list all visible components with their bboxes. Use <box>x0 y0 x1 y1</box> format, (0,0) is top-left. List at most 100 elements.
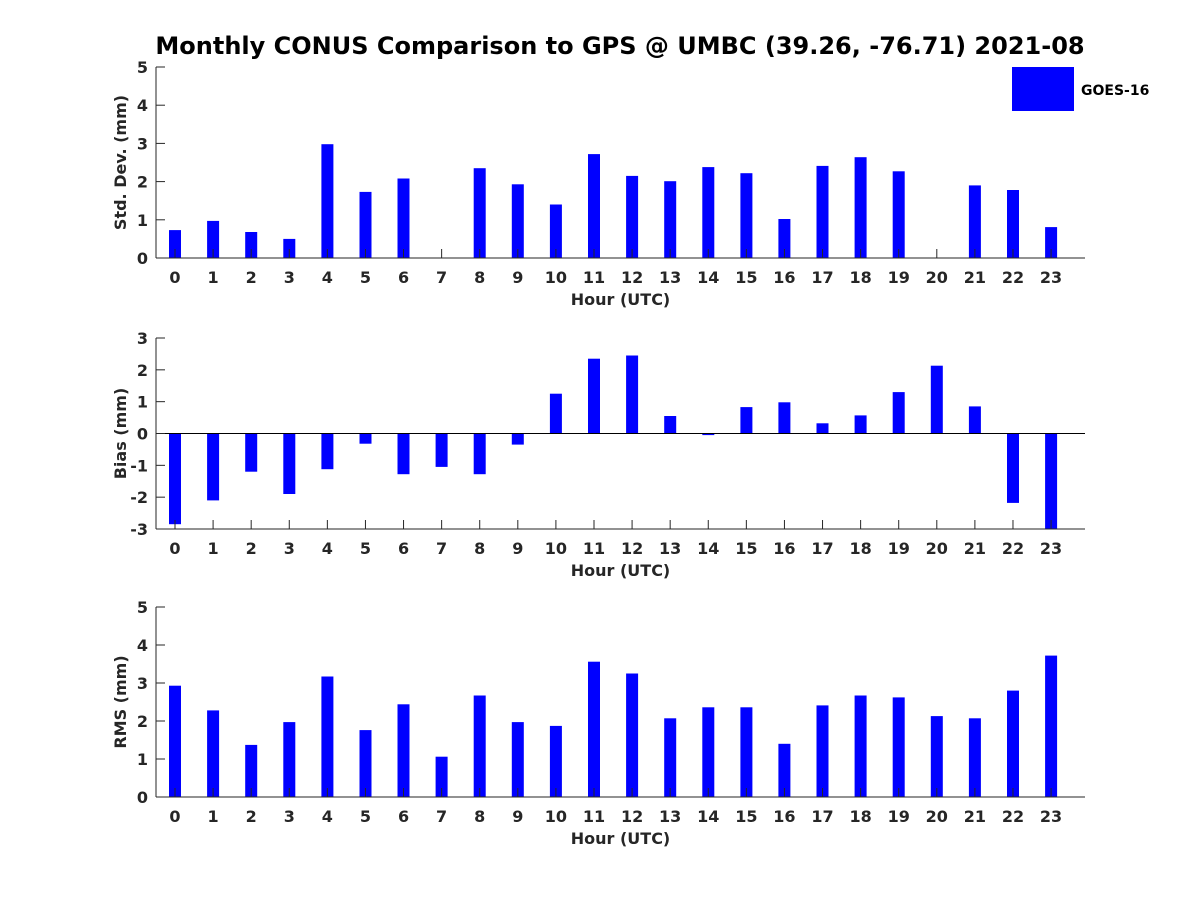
std-dev-x-tick-label-2: 2 <box>246 268 257 287</box>
rms-x-tick-label-9: 9 <box>512 807 523 826</box>
rms-bar-18 <box>854 695 867 797</box>
bias-y-tick-label-0: 0 <box>137 425 148 444</box>
bias-bar-0 <box>169 433 181 525</box>
rms-bar-5 <box>359 730 372 797</box>
rms-bar-20 <box>930 716 943 797</box>
rms-x-tick-label-5: 5 <box>360 807 371 826</box>
std-dev-x-tick-label-7: 7 <box>436 268 447 287</box>
bias-y-axis-label: Bias (mm) <box>111 388 130 480</box>
bias-x-tick-label-2: 2 <box>246 539 257 558</box>
rms-x-tick-label-2: 2 <box>246 807 257 826</box>
std-dev-y-axis-label: Std. Dev. (mm) <box>111 95 130 230</box>
std-dev-y-tick-label-3: 3 <box>137 134 148 153</box>
std-dev-bar-16 <box>778 219 791 258</box>
rms-x-tick-label-4: 4 <box>322 807 333 826</box>
rms-x-tick-label-14: 14 <box>697 807 719 826</box>
rms-bar-11 <box>588 661 600 797</box>
bias-x-tick-label-4: 4 <box>322 539 333 558</box>
rms-x-tick-label-11: 11 <box>583 807 605 826</box>
std-dev-x-tick-label-9: 9 <box>512 268 523 287</box>
std-dev-bar-2 <box>245 232 258 258</box>
rms-y-axis-label: RMS (mm) <box>111 655 130 748</box>
bias-bar-15 <box>740 407 753 434</box>
bias-y-tick-label-2: 2 <box>137 361 148 380</box>
rms-x-tick-label-23: 23 <box>1040 807 1062 826</box>
bias-x-tick-label-13: 13 <box>659 539 681 558</box>
bias-x-tick-label-6: 6 <box>398 539 409 558</box>
bias-y-tick-label-1: 1 <box>137 393 148 412</box>
rms-bar-10 <box>549 725 562 797</box>
bias-bar-7 <box>435 433 448 467</box>
std-dev-x-tick-label-0: 0 <box>169 268 180 287</box>
rms-bar-13 <box>664 718 677 797</box>
bias-bar-23 <box>1045 433 1058 529</box>
rms-x-tick-label-16: 16 <box>773 807 795 826</box>
rms-bar-15 <box>740 707 753 797</box>
bias-x-tick-label-22: 22 <box>1002 539 1024 558</box>
std-dev-x-tick-label-17: 17 <box>811 268 833 287</box>
std-dev-bar-9 <box>511 184 524 258</box>
rms-x-tick-label-10: 10 <box>545 807 567 826</box>
std-dev-bar-6 <box>397 178 410 258</box>
bias-x-tick-label-16: 16 <box>773 539 795 558</box>
bias-x-tick-label-1: 1 <box>208 539 219 558</box>
std-dev-y-tick-label-2: 2 <box>137 173 148 192</box>
std-dev-bar-5 <box>359 191 372 258</box>
std-dev-bar-12 <box>626 175 639 258</box>
rms-bar-2 <box>245 744 258 797</box>
std-dev-x-tick-label-6: 6 <box>398 268 409 287</box>
rms-y-tick-label-5: 5 <box>137 598 148 617</box>
rms-x-tick-label-8: 8 <box>474 807 485 826</box>
bias-y-tick-label--3: -3 <box>130 520 148 539</box>
rms-bar-8 <box>473 695 486 797</box>
bias-bar-22 <box>1007 433 1019 503</box>
rms-bar-4 <box>321 676 334 797</box>
bias-bar-2 <box>245 433 258 472</box>
rms-y-tick-label-2: 2 <box>137 712 148 731</box>
std-dev-x-tick-label-8: 8 <box>474 268 485 287</box>
rms-bar-21 <box>968 718 981 797</box>
bias-panel: 0 1 2 3 4 5 6 7 8 9 10 11 12 13 14 15 16 17 18 19 20 21 22 23-3… <box>111 329 1085 580</box>
std-dev-x-tick-label-23: 23 <box>1040 268 1062 287</box>
bias-x-tick-label-23: 23 <box>1040 539 1062 558</box>
std-dev-bar-11 <box>588 154 600 258</box>
rms-bar-3 <box>283 722 296 797</box>
std-dev-bar-23 <box>1045 227 1058 258</box>
std-dev-bar-0 <box>169 230 181 258</box>
rms-bar-14 <box>702 707 715 797</box>
rms-bar-0 <box>169 685 181 797</box>
std-dev-x-tick-label-5: 5 <box>360 268 371 287</box>
rms-x-tick-label-15: 15 <box>735 807 757 826</box>
std-dev-x-tick-label-16: 16 <box>773 268 795 287</box>
std-dev-bar-1 <box>207 220 220 258</box>
bias-bar-6 <box>397 433 410 475</box>
std-dev-y-tick-label-4: 4 <box>137 96 148 115</box>
std-dev-y-tick-label-0: 0 <box>137 249 148 268</box>
rms-bar-9 <box>511 722 524 797</box>
rms-x-tick-label-1: 1 <box>208 807 219 826</box>
bias-x-tick-label-5: 5 <box>360 539 371 558</box>
bias-y-tick-label-3: 3 <box>137 329 148 348</box>
rms-bar-7 <box>435 756 448 797</box>
std-dev-x-tick-label-14: 14 <box>697 268 719 287</box>
rms-x-tick-label-0: 0 <box>169 807 180 826</box>
rms-bar-12 <box>626 673 639 797</box>
std-dev-x-tick-label-12: 12 <box>621 268 643 287</box>
std-dev-x-tick-label-18: 18 <box>849 268 871 287</box>
bias-bar-9 <box>511 433 524 445</box>
std-dev-x-tick-label-10: 10 <box>545 268 567 287</box>
bias-bar-17 <box>816 423 829 434</box>
bias-x-tick-label-10: 10 <box>545 539 567 558</box>
bias-x-tick-label-11: 11 <box>583 539 605 558</box>
bias-bar-21 <box>968 406 981 434</box>
bias-x-tick-label-12: 12 <box>621 539 643 558</box>
std-dev-bar-21 <box>968 185 981 258</box>
bias-x-tick-label-3: 3 <box>284 539 295 558</box>
std-dev-x-tick-label-1: 1 <box>208 268 219 287</box>
rms-bar-22 <box>1007 690 1019 797</box>
rms-y-tick-label-0: 0 <box>137 788 148 807</box>
bias-bar-20 <box>930 365 943 434</box>
bias-bar-14 <box>702 433 715 436</box>
std-dev-bar-19 <box>892 171 905 258</box>
